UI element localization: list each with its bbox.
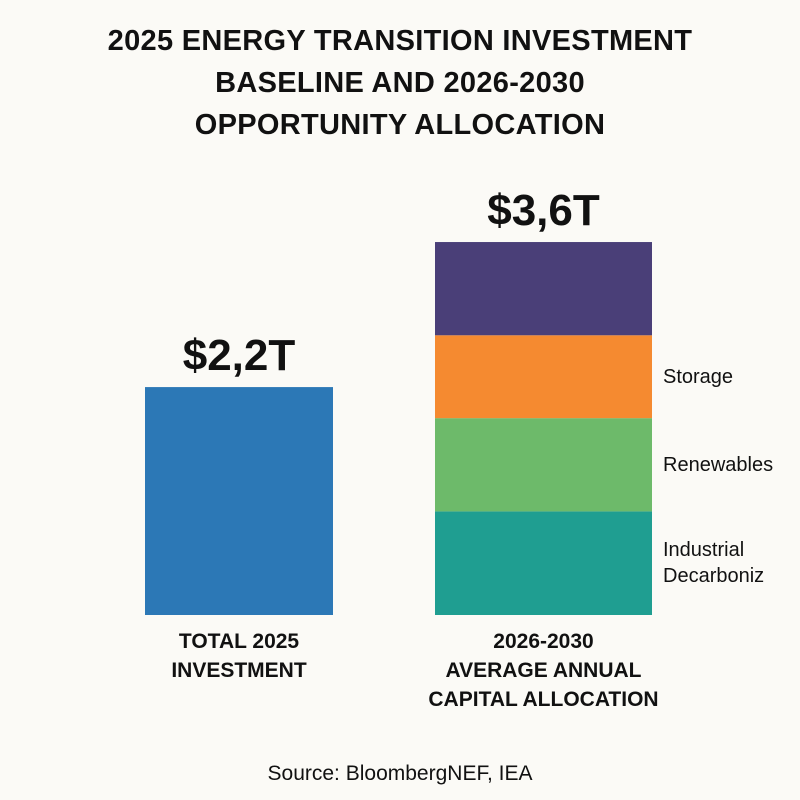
bar-segment [145,387,333,615]
x-tick-label: 2026-2030 AVERAGE ANNUAL CAPITAL ALLOCAT… [428,630,659,711]
total-label: $3,6T [487,186,600,236]
x-tick-label: TOTAL 2025 INVESTMENT [171,630,307,682]
segment-label: Industrial Decarboniz [663,539,765,588]
segment-label: Renewables [663,453,774,476]
bar-segment [435,242,652,336]
bar-segment [435,335,652,419]
chart-title: 2025 ENERGY TRANSITION INVESTMENT BASELI… [107,25,693,141]
segment-label: Storage [663,365,734,388]
total-label: $2,2T [182,331,296,381]
source-note: Source: BloombergNEF, IEA [267,762,533,785]
bar-segment [435,511,652,615]
bar-segment [435,418,652,512]
